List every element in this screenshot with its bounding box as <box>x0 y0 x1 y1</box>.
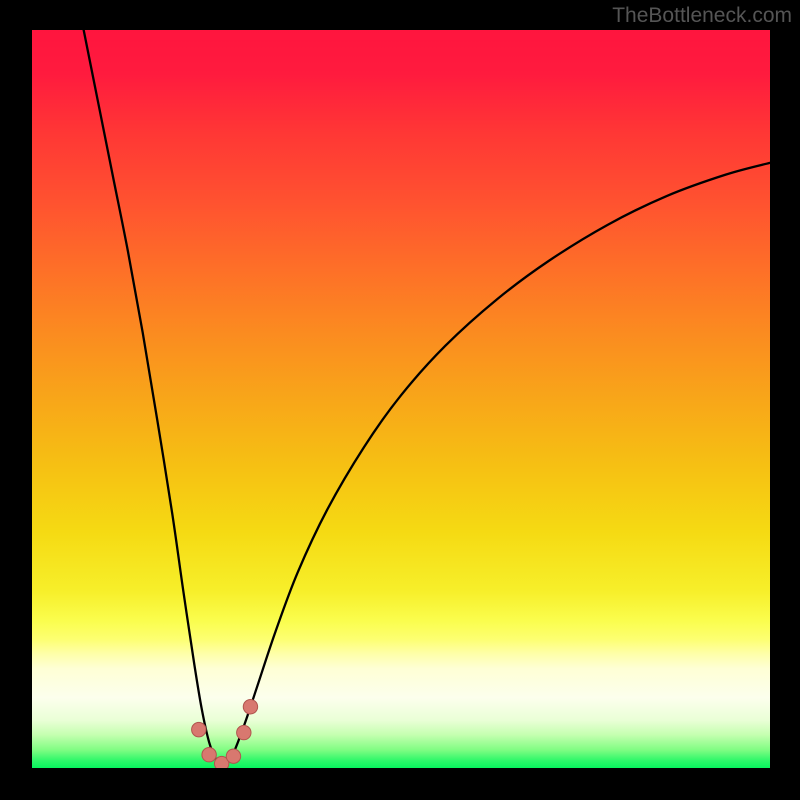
chart-canvas: TheBottleneck.com <box>0 0 800 800</box>
data-marker <box>237 725 251 739</box>
data-marker <box>243 700 257 714</box>
watermark-text: TheBottleneck.com <box>612 4 792 28</box>
data-marker <box>202 748 216 762</box>
data-marker <box>226 749 240 763</box>
plot-area <box>32 30 770 768</box>
gradient-background <box>32 30 770 768</box>
bottleneck-curve-chart <box>32 30 770 768</box>
data-marker <box>192 722 206 736</box>
